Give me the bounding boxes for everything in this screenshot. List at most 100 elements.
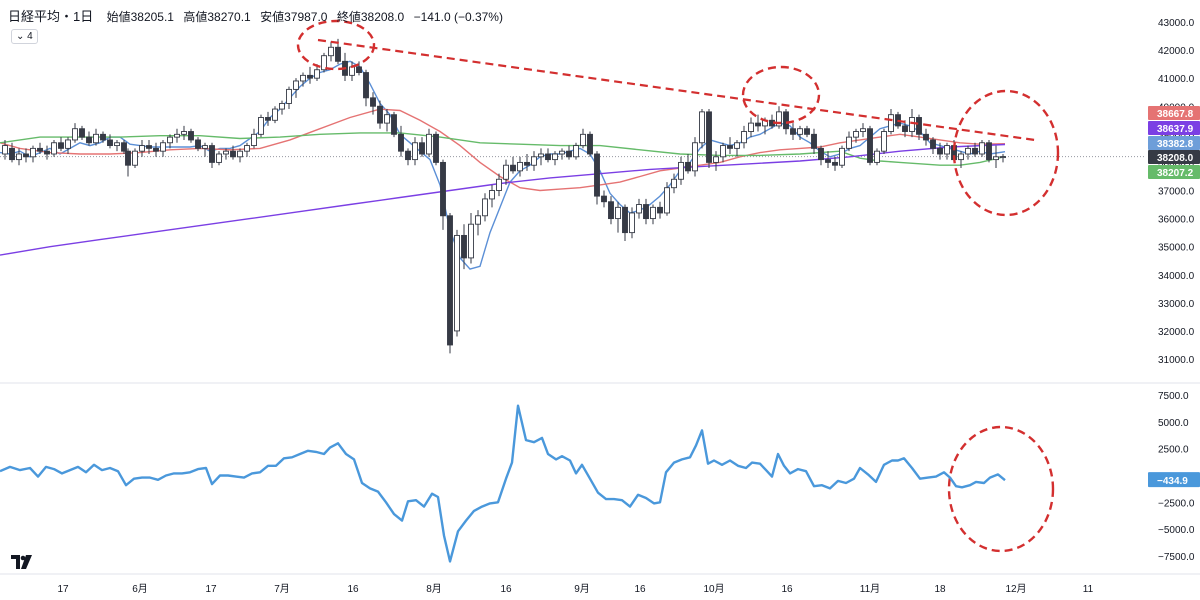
candle-body <box>300 74 306 82</box>
price-axis-tick: 41000.0 <box>1158 74 1195 85</box>
ma-line-0 <box>0 60 1006 270</box>
candle-body <box>930 139 936 149</box>
candle-body <box>160 142 166 152</box>
candle-body <box>146 145 152 149</box>
candle-body <box>223 150 229 155</box>
candle-body <box>468 223 474 259</box>
candle-body <box>699 111 705 144</box>
candle-body <box>713 156 719 163</box>
time-axis-tick: 16 <box>781 584 793 595</box>
candle-body <box>72 128 78 141</box>
candle-body <box>510 164 516 172</box>
time-axis-tick: 16 <box>347 584 359 595</box>
candle-body <box>937 147 943 155</box>
candle-body <box>86 136 92 144</box>
time-axis-tick: 17 <box>57 584 69 595</box>
candle-body <box>258 117 264 135</box>
time-axis-tick: 9月 <box>574 583 590 595</box>
time-axis-tick: 18 <box>934 584 946 595</box>
candle-body <box>188 131 194 141</box>
candle-body <box>797 128 803 135</box>
price-axis-tick: 33000.0 <box>1158 299 1195 310</box>
candle-body <box>629 212 635 234</box>
low-value: 37987.0 <box>284 10 328 24</box>
oscillator-line <box>0 404 1006 563</box>
indicator-toggle-button[interactable]: ⌄ 4 <box>11 29 38 44</box>
ma-line-1 <box>0 108 1006 192</box>
candle-body <box>881 131 887 152</box>
price-label: 38208.0 <box>1157 153 1194 164</box>
candle-body <box>349 66 355 76</box>
candle-body <box>51 142 57 155</box>
close-label: 終値 <box>336 10 361 24</box>
candle-body <box>454 234 460 332</box>
high-value: 38270.1 <box>207 10 251 24</box>
candle-body <box>825 159 831 163</box>
candle-body <box>965 147 971 155</box>
candle-body <box>370 97 376 107</box>
price-axis-tick: 32000.0 <box>1158 327 1195 338</box>
trend-line <box>317 38 1036 142</box>
time-axis-tick: 10月 <box>703 583 724 595</box>
candle-body <box>559 150 565 155</box>
candle-body <box>818 147 824 161</box>
candle-body <box>867 128 873 163</box>
price-axis-tick: 43000.0 <box>1158 18 1195 29</box>
price-axis-tick: 35000.0 <box>1158 243 1195 254</box>
candle-body <box>440 161 446 217</box>
candle-body <box>293 80 299 90</box>
candle-body <box>573 145 579 158</box>
highlight-circle <box>952 89 1060 217</box>
ma-line-2 <box>0 132 1006 166</box>
candle-body <box>377 105 383 124</box>
chevron-down-icon: ⌄ <box>16 31 25 42</box>
candle-body <box>552 153 558 161</box>
high-label: 高値 <box>183 10 208 24</box>
candle-body <box>545 153 551 161</box>
candle-body <box>139 145 145 152</box>
candle-body <box>391 114 397 135</box>
symbol-title[interactable]: 日経平均・1日 <box>8 9 94 24</box>
candle-body <box>671 178 677 189</box>
candle-body <box>433 133 439 163</box>
candle-body <box>114 142 120 147</box>
candle-body <box>174 133 180 138</box>
indicator-count: 4 <box>27 31 33 42</box>
candle-body <box>860 128 866 132</box>
candle-body <box>100 133 106 141</box>
osc-axis-tick: −7500.0 <box>1158 552 1195 563</box>
tradingview-logo[interactable] <box>10 552 34 574</box>
candle-body <box>776 111 782 127</box>
candle-body <box>307 74 313 79</box>
candle-body <box>475 215 481 225</box>
candle-body <box>44 150 50 155</box>
candle-body <box>531 156 537 166</box>
low-label: 安値 <box>260 10 285 24</box>
chart-header: 日経平均・1日 始値38205.1 高値38270.1 安値37987.0 終値… <box>8 6 503 25</box>
price-axis-tick: 34000.0 <box>1158 271 1195 282</box>
candle-body <box>706 111 712 163</box>
candle-body <box>132 150 138 166</box>
candle-body <box>622 206 628 234</box>
candle-body <box>944 145 950 155</box>
price-label: 38637.9 <box>1157 124 1194 135</box>
candle-body <box>503 164 509 180</box>
candle-body <box>846 136 852 149</box>
candle-body <box>230 150 236 158</box>
candle-body <box>986 142 992 161</box>
candle-body <box>79 128 85 138</box>
price-axis-tick: 37000.0 <box>1158 187 1195 198</box>
candle-body <box>16 153 22 161</box>
candle-body <box>804 128 810 135</box>
candle-body <box>286 88 292 104</box>
close-value: 38208.0 <box>360 10 405 24</box>
price-label-box <box>1148 121 1200 135</box>
candle-body <box>748 122 754 132</box>
candle-body <box>279 102 285 110</box>
price-label: 38207.2 <box>1157 168 1194 179</box>
time-axis-tick: 17 <box>205 584 217 595</box>
time-axis-tick: 16 <box>634 584 646 595</box>
candle-body <box>412 142 418 161</box>
candle-body <box>153 147 159 152</box>
open-value: 38205.1 <box>130 10 174 24</box>
